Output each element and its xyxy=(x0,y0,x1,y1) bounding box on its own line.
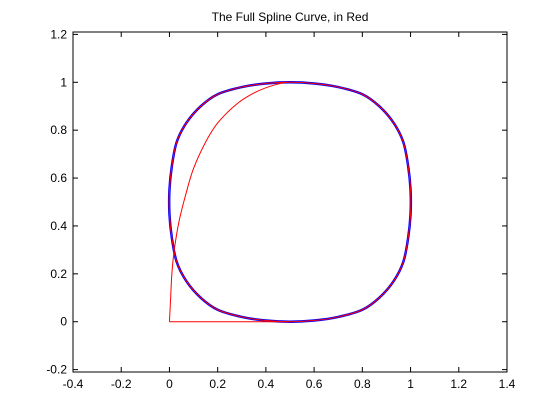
y-tick-label: 0 xyxy=(60,315,67,329)
red-spline-line-1 xyxy=(168,81,412,323)
y-tick-label: -0.2 xyxy=(46,363,67,377)
y-tick-label: 0.6 xyxy=(50,171,67,185)
x-tick-label: 0.4 xyxy=(258,377,275,391)
axes-box xyxy=(72,31,508,373)
x-tick-label: -0.4 xyxy=(63,377,84,391)
y-tick-label: 1 xyxy=(60,75,67,89)
curves-layer xyxy=(167,81,413,323)
x-tick-label: 0.2 xyxy=(209,377,226,391)
x-tick-label: 0.8 xyxy=(354,377,371,391)
x-tick-label: 1 xyxy=(407,377,414,391)
tick-labels-layer: -0.4 -0.2 0 0.2 0.4 0.6 0.8 1 1.2 1.4-0.200.20.40… xyxy=(46,27,515,391)
blue-curve-line xyxy=(167,81,413,323)
y-tick-label: 1.2 xyxy=(50,27,67,41)
x-tick-label: 1.2 xyxy=(450,377,467,391)
x-tick-label: 1.4 xyxy=(499,377,516,391)
y-tick-label: 0.4 xyxy=(50,219,67,233)
x-tick-label: -0.2 xyxy=(111,377,132,391)
chart-title: The Full Spline Curve, in Red xyxy=(212,10,369,24)
y-tick-label: 0.2 xyxy=(50,267,67,281)
x-tick-label: 0 xyxy=(166,377,173,391)
ticks-layer xyxy=(72,32,508,372)
y-tick-label: 0.8 xyxy=(50,123,67,137)
x-tick-label: 0.6 xyxy=(306,377,323,391)
